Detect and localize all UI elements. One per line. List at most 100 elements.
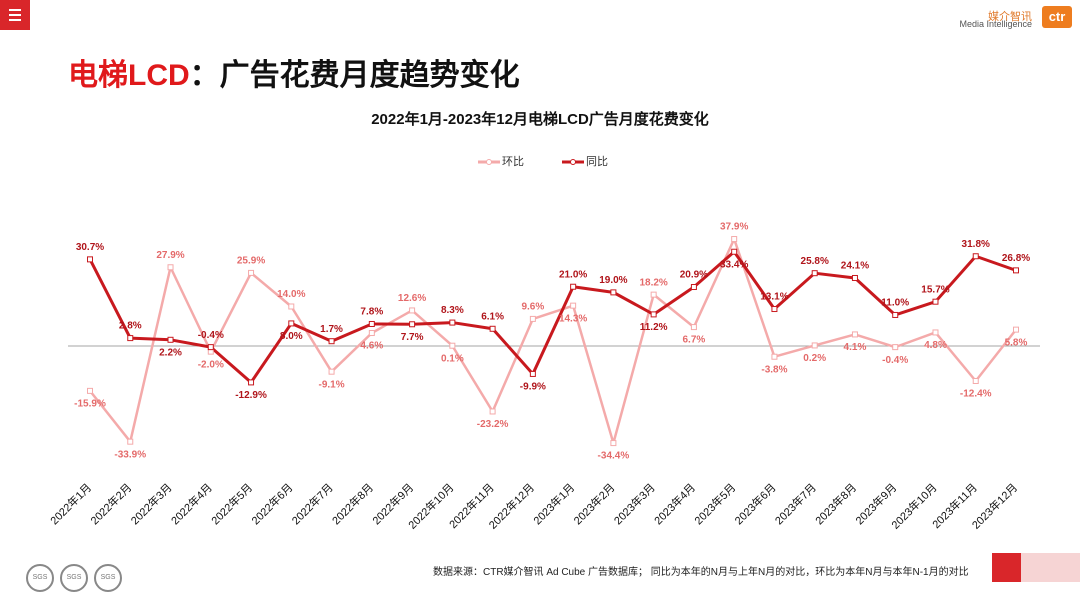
data-label: 21.0% (559, 269, 587, 280)
decor-block (1021, 553, 1080, 582)
x-tick-label: 2022年7月 (289, 480, 336, 527)
data-label: 14.3% (559, 313, 587, 324)
data-label: 8.0% (280, 331, 303, 342)
data-label: -0.4% (882, 355, 908, 366)
logo-text: 媒介智讯 (988, 11, 1032, 23)
data-point (972, 253, 979, 260)
data-point (892, 311, 899, 318)
data-label: 11.0% (881, 298, 909, 309)
source-note: 数据来源：CTR媒介智讯 Ad Cube 广告数据库； 同比为本年的N月与上年N… (433, 567, 969, 578)
data-point (972, 377, 979, 384)
data-label: 27.9% (156, 250, 184, 261)
data-label: 26.8% (1002, 253, 1030, 264)
data-point (449, 342, 456, 349)
data-point (529, 370, 536, 377)
data-label: 1.7% (320, 324, 343, 335)
data-point (288, 303, 295, 310)
data-label: 12.6% (398, 293, 426, 304)
x-tick-label: 2022年6月 (248, 480, 295, 527)
data-label: -23.2% (477, 419, 509, 430)
data-label: 11.2% (640, 322, 668, 333)
x-tick-label: 2023年4月 (651, 480, 698, 527)
series-line (88, 250, 1017, 384)
legend-marker (570, 159, 576, 165)
legend-marker (486, 159, 492, 165)
data-point (489, 408, 496, 415)
decor-block (992, 553, 1021, 582)
data-label: 6.1% (481, 311, 504, 322)
data-label: 25.9% (237, 256, 265, 267)
data-point (892, 344, 899, 351)
data-label: 0.1% (441, 353, 464, 364)
data-label: -15.9% (74, 399, 106, 410)
data-label: -9.1% (319, 379, 345, 390)
badge: SGS (94, 564, 122, 592)
data-point (409, 321, 416, 328)
data-point (932, 298, 939, 305)
data-point (368, 330, 375, 337)
data-label: 0.2% (803, 353, 826, 364)
data-point (690, 284, 697, 291)
data-point (127, 438, 134, 445)
data-point (650, 311, 657, 318)
data-point (932, 329, 939, 336)
x-tick-label: 2022年2月 (87, 480, 134, 527)
top-bar: 媒介智讯 Media Intelligence ctr (0, 0, 1080, 30)
legend-label: 同比 (586, 155, 608, 168)
data-point (731, 236, 738, 243)
series-line (89, 237, 1017, 445)
data-point (167, 336, 174, 343)
data-point (690, 324, 697, 331)
data-label: 30.7% (76, 242, 104, 253)
data-label: 4.8% (924, 340, 947, 351)
x-tick-label: 2023年6月 (732, 480, 779, 527)
data-label: 14.0% (277, 289, 305, 300)
data-label: 20.9% (680, 270, 708, 281)
data-point (610, 289, 617, 296)
data-point (328, 368, 335, 375)
data-point (87, 256, 93, 263)
data-label: 5.8% (1005, 337, 1028, 348)
x-tick-label: 2023年7月 (772, 480, 819, 527)
data-point (771, 306, 778, 313)
data-label: 9.6% (521, 302, 544, 313)
data-label: 19.0% (599, 275, 627, 286)
data-point (87, 387, 93, 394)
badge: SGS (60, 564, 88, 592)
data-point (288, 320, 295, 327)
data-label: 6.7% (683, 335, 706, 346)
data-point (529, 315, 536, 322)
data-point (570, 283, 577, 290)
data-point (248, 379, 255, 386)
data-label: 4.6% (360, 341, 383, 352)
x-tick-label: 2022年8月 (329, 480, 376, 527)
data-label: 31.8% (962, 239, 990, 250)
title-rest: ：广告花费月度趋势变化 (189, 59, 520, 92)
data-point (127, 335, 134, 342)
data-point (328, 338, 335, 345)
data-point (811, 342, 818, 349)
data-point (851, 331, 858, 338)
data-point (771, 353, 778, 360)
x-tick-label: 2023年2月 (570, 480, 617, 527)
logo-subtext: Media Intelligence (959, 19, 1032, 29)
data-label: -12.4% (960, 389, 992, 400)
x-tick-label: 2022年1月 (47, 480, 94, 527)
data-label: -34.4% (598, 451, 630, 462)
menu-button[interactable] (0, 0, 30, 30)
data-label: -2.0% (198, 359, 224, 370)
data-label: 7.8% (360, 307, 383, 318)
data-point (1013, 267, 1019, 274)
data-label: -9.9% (520, 382, 546, 393)
data-point (570, 302, 577, 309)
x-tick-label: 2023年3月 (611, 480, 658, 527)
data-label: -3.8% (761, 364, 787, 375)
data-label: 18.2% (639, 277, 667, 288)
legend-label: 环比 (502, 155, 524, 168)
data-point (650, 291, 657, 298)
data-label: 2.8% (119, 321, 142, 332)
title-highlight: 电梯LCD (68, 59, 190, 92)
x-tick-label: 2022年3月 (128, 480, 175, 527)
data-label: 25.8% (801, 256, 829, 267)
